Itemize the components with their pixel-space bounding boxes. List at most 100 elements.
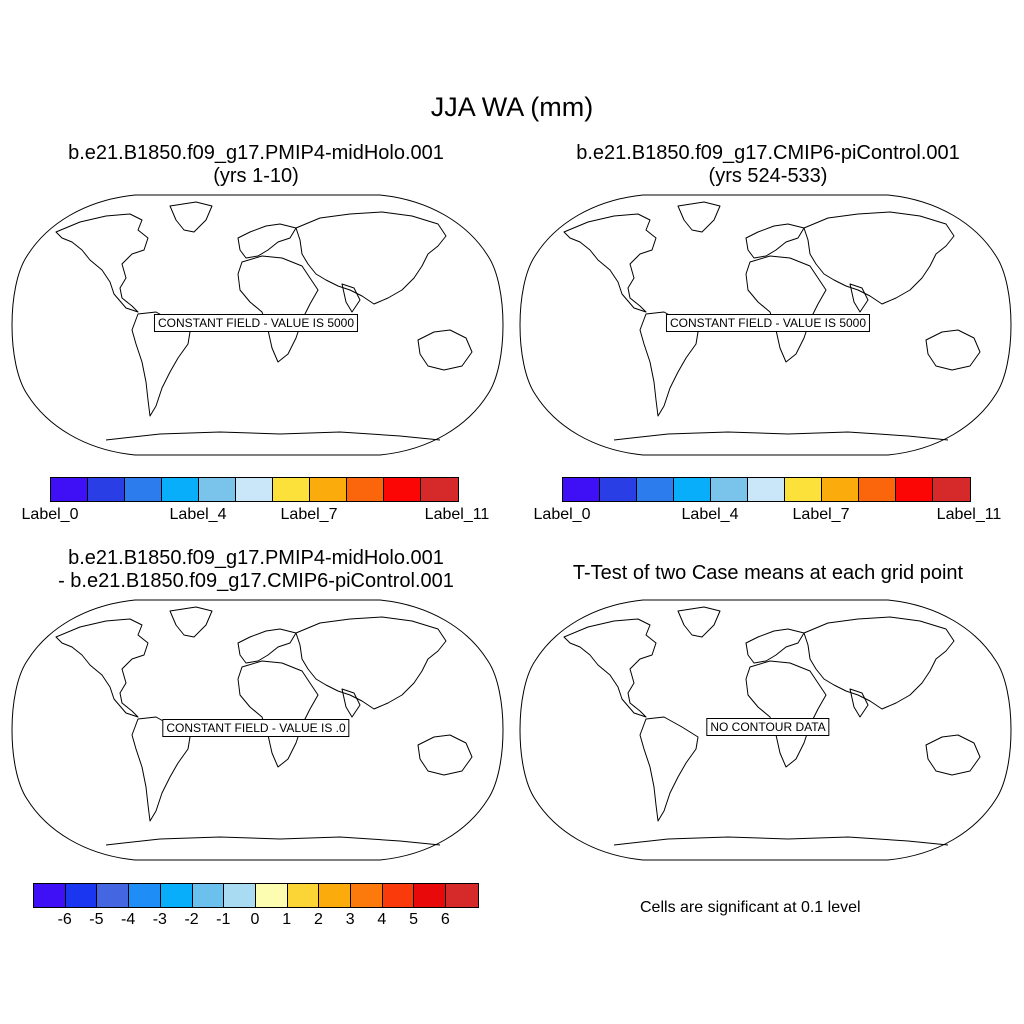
colorbar-swatch [287,884,320,907]
africa-coastline [745,660,827,768]
colorbar-swatch [162,478,199,501]
india-coastline [341,283,361,313]
panel-2-title: b.e21.B1850.f09_g17.CMIP6-piControl.001 … [512,142,1024,188]
panel-2-colorbar-label-0: Label_0 [533,506,591,523]
panel-4-title-line1: T-Test of two Case means at each grid po… [572,562,964,584]
panel-1-colorbar [50,477,459,502]
antarctica-coastline [105,431,441,441]
colorbar-swatch [319,884,352,907]
colorbar-swatch [88,478,125,501]
greenland-coastline [677,201,721,233]
panel-2-title-line1: b.e21.B1850.f09_g17.CMIP6-piControl.001 [576,142,960,164]
colorbar-swatch [51,478,88,501]
panel-3-colorbar-tick-label: -1 [216,911,231,928]
panel-3-colorbar-tick-label: 6 [440,911,450,928]
colorbar-swatch [600,478,637,501]
panel-1-colorbar-label-0: Label_0 [21,506,79,523]
asia-coastline [803,211,955,305]
panel-3-colorbar-tick-label: -4 [121,911,136,928]
panel-3-colorbar-tick-label: 5 [409,911,419,928]
colorbar-swatch [859,478,896,501]
greenland-coastline [677,606,721,638]
antarctica-coastline [613,431,949,441]
panel-2-colorbar [562,477,971,502]
panel-3-colorbar-tick-label: 3 [345,911,355,928]
africa-coastline [237,660,319,768]
greenland-coastline [169,201,213,233]
colorbar-swatch [351,884,383,907]
colorbar-swatch [421,478,458,501]
colorbar-swatch [563,478,600,501]
colorbar-swatch [382,884,415,907]
greenland-coastline [169,606,213,638]
australia-coastline [417,734,473,776]
figure-title: JJA WA (mm) [430,92,594,122]
colorbar-swatch [384,478,421,501]
colorbar-swatch [310,478,347,501]
asia-coastline [295,616,447,710]
colorbar-swatch [125,478,162,501]
panel-2-colorbar-label-4: Label_4 [681,506,739,523]
panel-1-title-line2: (yrs 1-10) [213,165,299,187]
colorbar-swatch [192,884,225,907]
colorbar-swatch [199,478,236,501]
europe-coastline [237,628,297,664]
panel-2-title-line2: (yrs 524-533) [708,165,828,187]
colorbar-swatch [446,884,478,907]
panel-1-title-line1: b.e21.B1850.f09_g17.PMIP4-midHolo.001 [68,142,444,164]
colorbar-swatch [785,478,822,501]
panel-2-message: CONSTANT FIELD - VALUE IS 5000 [665,314,871,332]
panel-3-colorbar-tick-label: 0 [250,911,260,928]
colorbar-swatch [414,884,447,907]
colorbar-swatch [255,884,288,907]
north-america-coastline [563,213,657,313]
colorbar-swatch [65,884,98,907]
north-america-coastline [55,618,149,718]
asia-coastline [803,616,955,710]
europe-coastline [745,628,805,664]
india-coastline [849,688,869,718]
panel-3-colorbar-tick-label: -3 [152,911,167,928]
india-coastline [849,283,869,313]
panel-1-title: b.e21.B1850.f09_g17.PMIP4-midHolo.001 (y… [0,142,512,188]
africa-coastline [237,255,319,363]
panel-1-colorbar-label-11: Label_11 [424,506,490,523]
panel-3-message: CONSTANT FIELD - VALUE IS .0 [162,719,350,737]
africa-coastline [745,255,827,363]
colorbar-swatch [674,478,711,501]
panel-3-colorbar-tick-label: 4 [377,911,387,928]
significance-footnote: Cells are significant at 0.1 level [640,899,861,916]
colorbar-swatch [637,478,674,501]
panel-3-title-line1: b.e21.B1850.f09_g17.PMIP4-midHolo.001 [68,547,444,569]
colorbar-swatch [236,478,273,501]
australia-coastline [925,734,981,776]
colorbar-swatch [748,478,785,501]
panel-3-colorbar [33,883,479,908]
panel-3-colorbar-tick-label: -6 [57,911,72,928]
colorbar-swatch [34,884,66,907]
europe-coastline [745,223,805,259]
india-coastline [341,688,361,718]
colorbar-swatch [822,478,859,501]
colorbar-swatch [224,884,256,907]
panel-3-colorbar-tick-label: 2 [313,911,323,928]
colorbar-swatch [711,478,748,501]
panel-3-colorbar-tick-label: -5 [89,911,104,928]
colorbar-swatch [129,884,161,907]
panel-1-message: CONSTANT FIELD - VALUE IS 5000 [153,314,359,332]
south-america-coastline [639,716,699,822]
colorbar-swatch [896,478,933,501]
panel-4-title: T-Test of two Case means at each grid po… [512,562,1024,585]
panel-4-message: NO CONTOUR DATA [706,718,830,736]
colorbar-swatch [160,884,193,907]
australia-coastline [925,329,981,371]
europe-coastline [237,223,297,259]
antarctica-coastline [613,836,949,846]
colorbar-swatch [273,478,310,501]
australia-coastline [417,329,473,371]
panel-1-colorbar-label-7: Label_7 [280,506,338,523]
antarctica-coastline [105,836,441,846]
north-america-coastline [55,213,149,313]
colorbar-swatch [933,478,970,501]
asia-coastline [295,211,447,305]
